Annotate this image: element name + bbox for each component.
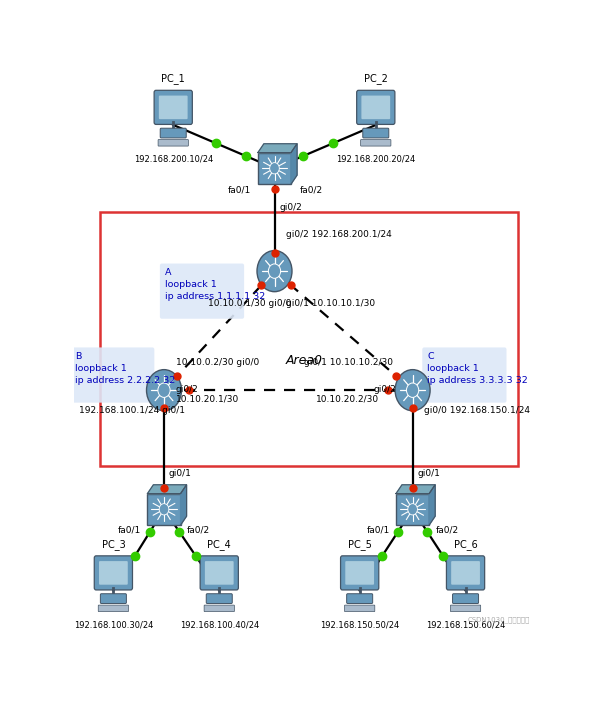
Text: gi0/1 10.10.10.2/30: gi0/1 10.10.10.2/30 <box>304 359 393 368</box>
FancyBboxPatch shape <box>356 90 395 124</box>
FancyBboxPatch shape <box>159 96 188 120</box>
Text: fa0/1: fa0/1 <box>366 525 390 534</box>
Text: A
loopback 1
ip address 1.1.1.1 32: A loopback 1 ip address 1.1.1.1 32 <box>165 268 265 301</box>
Text: fa0/2: fa0/2 <box>435 525 459 534</box>
Text: 192.168.100.40/24: 192.168.100.40/24 <box>179 620 259 629</box>
FancyBboxPatch shape <box>361 140 391 146</box>
Circle shape <box>268 264 280 278</box>
FancyBboxPatch shape <box>396 494 429 525</box>
FancyBboxPatch shape <box>345 605 375 612</box>
Bar <box>100 212 519 466</box>
FancyBboxPatch shape <box>447 556 485 590</box>
FancyBboxPatch shape <box>99 561 128 585</box>
Text: 192.168.150.60/24: 192.168.150.60/24 <box>426 620 505 629</box>
FancyBboxPatch shape <box>154 90 192 124</box>
Circle shape <box>406 383 419 397</box>
Text: fa0/1: fa0/1 <box>228 186 251 195</box>
Polygon shape <box>396 485 435 494</box>
Text: PC_6: PC_6 <box>454 539 478 550</box>
Polygon shape <box>181 485 187 525</box>
FancyBboxPatch shape <box>450 605 481 612</box>
Text: PC_4: PC_4 <box>207 539 231 550</box>
Circle shape <box>147 370 182 411</box>
Circle shape <box>408 503 418 515</box>
FancyBboxPatch shape <box>451 561 480 585</box>
Text: PC_3: PC_3 <box>102 539 125 550</box>
Text: 192.168.150.50/24: 192.168.150.50/24 <box>320 620 399 629</box>
Circle shape <box>158 383 170 397</box>
Polygon shape <box>291 144 297 184</box>
Text: 10.10.0.2/30 gi0/0: 10.10.0.2/30 gi0/0 <box>176 359 259 368</box>
Text: gi0/1: gi0/1 <box>169 469 191 478</box>
FancyBboxPatch shape <box>98 605 128 612</box>
FancyBboxPatch shape <box>158 140 188 146</box>
FancyBboxPatch shape <box>100 594 127 603</box>
FancyBboxPatch shape <box>361 96 390 120</box>
FancyBboxPatch shape <box>345 561 374 585</box>
FancyBboxPatch shape <box>206 594 232 603</box>
FancyBboxPatch shape <box>422 347 507 403</box>
FancyBboxPatch shape <box>70 347 154 403</box>
FancyBboxPatch shape <box>204 605 235 612</box>
Text: gi0/0 192.168.150.1/24: gi0/0 192.168.150.1/24 <box>424 406 530 415</box>
FancyBboxPatch shape <box>363 128 389 138</box>
Text: fa0/2: fa0/2 <box>187 525 210 534</box>
Text: gi0/2 192.168.200.1/24: gi0/2 192.168.200.1/24 <box>286 230 392 238</box>
FancyBboxPatch shape <box>258 153 291 184</box>
FancyBboxPatch shape <box>200 556 238 590</box>
Text: gi0/1: gi0/1 <box>417 469 440 478</box>
FancyBboxPatch shape <box>160 264 244 318</box>
Text: 192.168.100.30/24: 192.168.100.30/24 <box>74 620 153 629</box>
Text: 192.168.200.10/24: 192.168.200.10/24 <box>134 155 213 164</box>
Text: 192.168.100.1/24 gi0/1: 192.168.100.1/24 gi0/1 <box>79 406 185 415</box>
Text: CSDN1030_智能路由器: CSDN1030_智能路由器 <box>467 617 530 623</box>
Text: 10.10.0.1/30 gi0/0: 10.10.0.1/30 gi0/0 <box>208 299 291 308</box>
Text: PC_2: PC_2 <box>364 73 388 84</box>
Circle shape <box>257 250 292 292</box>
Text: gi0/2: gi0/2 <box>279 203 302 212</box>
FancyBboxPatch shape <box>147 494 181 525</box>
FancyBboxPatch shape <box>347 594 372 603</box>
Text: gi0/2: gi0/2 <box>374 385 396 394</box>
Text: C
loopback 1
ip address 3.3.3.3 32: C loopback 1 ip address 3.3.3.3 32 <box>427 352 528 385</box>
Text: PC_1: PC_1 <box>162 73 185 84</box>
Text: 10.10.20.2/30: 10.10.20.2/30 <box>316 394 379 404</box>
Text: gi0/1 10.10.10.1/30: gi0/1 10.10.10.1/30 <box>286 299 375 308</box>
Polygon shape <box>429 485 435 525</box>
FancyBboxPatch shape <box>340 556 379 590</box>
Polygon shape <box>258 144 297 153</box>
FancyBboxPatch shape <box>94 556 132 590</box>
Circle shape <box>270 162 279 174</box>
Polygon shape <box>147 485 187 494</box>
Text: Area0: Area0 <box>286 354 323 367</box>
Circle shape <box>159 503 169 515</box>
Text: B
loopback 1
ip address 2.2.2.2 32: B loopback 1 ip address 2.2.2.2 32 <box>75 352 175 385</box>
Text: fa0/2: fa0/2 <box>300 186 323 195</box>
FancyBboxPatch shape <box>160 128 187 138</box>
Text: 192.168.200.20/24: 192.168.200.20/24 <box>336 155 415 164</box>
FancyBboxPatch shape <box>453 594 479 603</box>
FancyBboxPatch shape <box>205 561 233 585</box>
Text: 10.10.20.1/30: 10.10.20.1/30 <box>176 394 239 404</box>
Circle shape <box>395 370 430 411</box>
Text: PC_5: PC_5 <box>347 539 372 550</box>
Text: gi0/2: gi0/2 <box>176 385 198 394</box>
Text: fa0/1: fa0/1 <box>118 525 141 534</box>
